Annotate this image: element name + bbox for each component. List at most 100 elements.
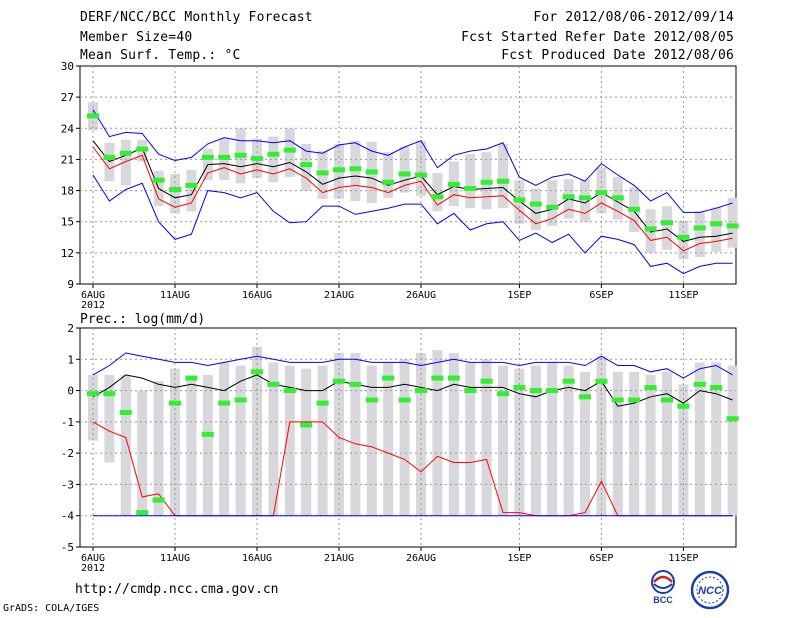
temp-observed-marker xyxy=(595,190,608,196)
temp-observed-marker xyxy=(169,187,181,193)
temp-ytick-label: 21 xyxy=(61,153,74,166)
prec-range-bar xyxy=(498,365,508,516)
temp-observed-marker xyxy=(529,201,542,207)
prec-range-bar xyxy=(153,381,164,516)
prec-ytick-label: 2 xyxy=(67,322,74,335)
prec-range-bar xyxy=(629,371,640,516)
prec-xtick-label: 1SEP xyxy=(507,553,531,564)
temp-observed-marker xyxy=(218,154,231,160)
temp-range-bar xyxy=(120,139,131,186)
temp-observed-marker xyxy=(546,204,559,210)
temp-xtick-label: 11AUG xyxy=(160,290,190,301)
temp-observed-marker xyxy=(611,195,624,201)
temp-observed-marker xyxy=(119,150,132,156)
temp-xtick-label: 6SEP xyxy=(589,290,613,301)
temp-xtick-label: 26AUG xyxy=(406,290,436,301)
prec-panel-title: Prec.: log(mm/d) xyxy=(80,312,205,327)
prec-observed-marker xyxy=(398,397,411,403)
temp-observed-marker xyxy=(661,220,673,226)
temp-observed-marker xyxy=(513,197,526,203)
prec-observed-marker xyxy=(267,381,280,387)
temp-observed-marker xyxy=(87,113,99,119)
prec-observed-marker xyxy=(595,378,608,384)
temp-range-bar xyxy=(416,140,426,196)
prec-observed-marker xyxy=(201,431,214,437)
prec-observed-marker xyxy=(464,388,477,394)
prec-observed-marker xyxy=(447,375,460,381)
temp-observed-marker xyxy=(267,151,280,157)
prec-observed-marker xyxy=(546,388,559,394)
prec-ytick-label: -4 xyxy=(61,510,75,523)
temp-observed-marker xyxy=(398,171,411,177)
temp-range-bar xyxy=(170,173,180,214)
temp-range-bar xyxy=(284,128,295,178)
prec-observed-marker xyxy=(185,375,198,381)
prec-ytick-label: 1 xyxy=(67,353,74,366)
temp-observed-marker xyxy=(365,169,378,175)
temp-series-mean xyxy=(92,140,733,242)
prec-observed-marker xyxy=(136,510,149,516)
prec-xtick-label: 6SEP xyxy=(589,553,613,564)
temp-series-min xyxy=(92,174,733,275)
prec-series-upper xyxy=(92,352,733,379)
prec-observed-marker xyxy=(349,381,362,387)
prec-observed-marker xyxy=(218,400,231,406)
prec-range-bar xyxy=(399,359,410,516)
prec-range-bar xyxy=(268,362,279,516)
temp-observed-marker xyxy=(562,194,575,200)
temp-observed-marker xyxy=(349,166,362,172)
prec-observed-marker xyxy=(365,397,378,403)
prec-range-bar xyxy=(366,365,377,516)
prec-range-bar xyxy=(252,346,262,516)
prec-observed-marker xyxy=(644,384,657,390)
prec-observed-marker xyxy=(628,397,641,403)
prec-observed-marker xyxy=(497,391,509,397)
temp-observed-marker xyxy=(300,162,313,168)
temp-observed-marker xyxy=(152,177,165,183)
prec-observed-marker xyxy=(300,422,313,428)
prec-range-bar xyxy=(137,390,148,516)
prec-observed-marker xyxy=(529,388,542,394)
prec-range-bar xyxy=(694,362,705,516)
prec-xtick-label: 26AUG xyxy=(406,553,436,564)
temp-ytick-label: 15 xyxy=(61,216,74,229)
prec-range-bar xyxy=(219,362,230,516)
prec-range-bar xyxy=(481,359,492,516)
source-url[interactable]: http://cmdp.ncc.cma.gov.cn xyxy=(75,582,279,597)
prec-range-bar xyxy=(612,371,623,516)
prec-range-bar xyxy=(711,362,722,516)
prec-range-bar xyxy=(514,368,525,516)
temp-range-bar xyxy=(711,207,722,252)
temp-observed-marker xyxy=(579,195,591,201)
temp-range-bar xyxy=(268,136,279,183)
temp-range-bar xyxy=(727,197,738,248)
temp-observed-marker xyxy=(464,185,477,191)
prec-range-bar xyxy=(530,365,541,516)
temp-observed-marker xyxy=(628,206,641,212)
temp-observed-marker xyxy=(497,178,509,184)
temp-series-upper xyxy=(92,109,733,213)
prec-observed-marker xyxy=(693,381,706,387)
prec-observed-marker xyxy=(283,388,296,394)
temp-series-lower xyxy=(92,146,733,252)
prec-observed-marker xyxy=(152,497,165,503)
prec-ytick-label: -1 xyxy=(61,416,74,429)
temp-xtick-year: 2012 xyxy=(81,300,105,311)
prec-range-bar xyxy=(662,371,672,516)
prec-observed-marker xyxy=(710,384,723,390)
prec-observed-marker xyxy=(513,384,526,390)
prec-observed-marker xyxy=(251,369,263,375)
temp-observed-marker xyxy=(480,179,493,185)
prec-observed-marker xyxy=(234,397,247,403)
prec-observed-marker xyxy=(415,388,427,394)
prec-xtick-year: 2012 xyxy=(81,563,105,574)
prec-observed-marker xyxy=(611,397,624,403)
temp-observed-marker xyxy=(316,170,329,176)
prec-range-bar xyxy=(170,368,180,516)
temp-ytick-label: 30 xyxy=(61,60,74,73)
prec-range-bar xyxy=(284,365,295,516)
bcc-logo: BCC xyxy=(651,570,675,605)
prec-range-bar xyxy=(202,374,213,516)
temp-ytick-label: 9 xyxy=(67,278,74,291)
